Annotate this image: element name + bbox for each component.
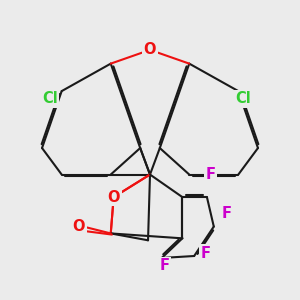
Text: Cl: Cl [236, 92, 251, 106]
Text: F: F [160, 258, 170, 273]
Text: Cl: Cl [42, 92, 58, 106]
Text: O: O [107, 190, 120, 205]
Text: O: O [73, 219, 85, 234]
Text: F: F [206, 167, 216, 182]
Text: F: F [222, 206, 232, 221]
Text: O: O [144, 42, 156, 57]
Text: F: F [201, 246, 211, 261]
